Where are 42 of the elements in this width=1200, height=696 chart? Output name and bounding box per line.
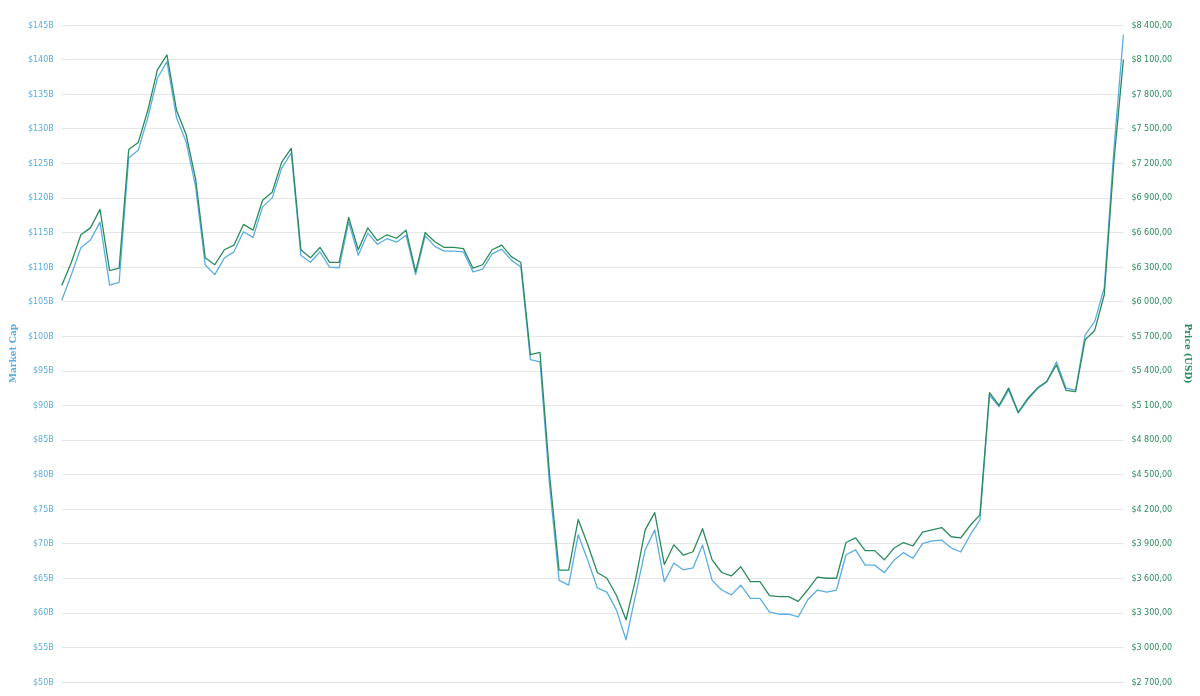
y-tick-label: $140B bbox=[27, 55, 54, 65]
y2-tick-label: $8 100,00 bbox=[1131, 55, 1173, 65]
y-tick-label: $145B bbox=[27, 20, 54, 30]
y-tick-label: $70B bbox=[32, 539, 54, 549]
y2-tick-label: $6 900,00 bbox=[1131, 193, 1173, 203]
y-tick-label: $135B bbox=[27, 89, 54, 99]
y2-tick-label: $6 000,00 bbox=[1131, 297, 1173, 307]
y-tick-label: $85B bbox=[32, 435, 54, 445]
y-tick-label: $95B bbox=[32, 366, 54, 376]
y2-tick-label: $3 000,00 bbox=[1131, 642, 1173, 652]
y2-tick-label: $5 100,00 bbox=[1131, 400, 1173, 410]
y2-tick-label: $8 400,00 bbox=[1131, 20, 1173, 30]
y2-tick-label: $6 600,00 bbox=[1131, 227, 1173, 237]
y-tick-label: $90B bbox=[32, 400, 54, 410]
y-tick-label: $125B bbox=[27, 158, 54, 168]
y2-tick-label: $3 300,00 bbox=[1131, 608, 1173, 618]
y-tick-label: $100B bbox=[27, 331, 54, 341]
y-tick-label: $75B bbox=[32, 504, 54, 514]
y2-tick-label: $5 700,00 bbox=[1131, 331, 1173, 341]
y2-tick-label: $7 800,00 bbox=[1131, 89, 1173, 99]
y-tick-label: $130B bbox=[27, 124, 54, 134]
y2-tick-label: $5 400,00 bbox=[1131, 366, 1173, 376]
y-tick-label: $110B bbox=[27, 262, 54, 272]
y-tick-label: $80B bbox=[32, 470, 54, 480]
y-tick-label: $115B bbox=[27, 227, 54, 237]
y-tick-label: $55B bbox=[32, 642, 54, 652]
y2-tick-label: $4 800,00 bbox=[1131, 435, 1173, 445]
y-tick-label: $120B bbox=[27, 193, 54, 203]
y2-tick-label: $7 200,00 bbox=[1131, 158, 1173, 168]
y2-tick-label: $7 500,00 bbox=[1131, 124, 1173, 134]
y-tick-label: $50B bbox=[32, 677, 54, 687]
y-tick-label: $60B bbox=[32, 608, 54, 618]
y-tick-label: $65B bbox=[32, 573, 54, 583]
y2-tick-label: $4 500,00 bbox=[1131, 470, 1173, 480]
y2-tick-label: $3 900,00 bbox=[1131, 539, 1173, 549]
y2-tick-label: $2 700,00 bbox=[1131, 677, 1173, 687]
y2-tick-label: $6 300,00 bbox=[1131, 262, 1173, 272]
y-axis-title: Market Cap bbox=[7, 323, 18, 384]
y2-axis-title: Price (USD) bbox=[1182, 323, 1193, 384]
y2-tick-label: $3 600,00 bbox=[1131, 573, 1173, 583]
y-tick-label: $105B bbox=[27, 297, 54, 307]
y2-tick-label: $4 200,00 bbox=[1131, 504, 1173, 514]
